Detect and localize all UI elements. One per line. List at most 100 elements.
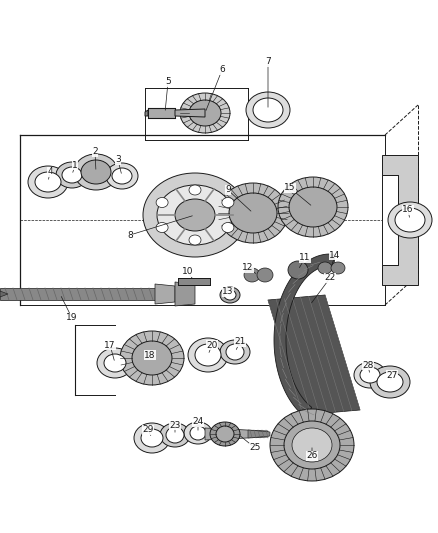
Polygon shape [382,155,418,285]
Ellipse shape [56,162,88,188]
Text: 28: 28 [362,360,374,369]
Ellipse shape [104,354,126,372]
Ellipse shape [222,222,234,232]
Ellipse shape [288,261,308,279]
Polygon shape [175,109,205,117]
Ellipse shape [388,202,432,238]
Ellipse shape [35,172,61,192]
Polygon shape [155,284,175,304]
Ellipse shape [184,422,212,444]
Polygon shape [178,278,210,285]
Text: 6: 6 [219,66,225,75]
Ellipse shape [160,423,190,447]
Text: 5: 5 [165,77,171,86]
Ellipse shape [156,198,168,207]
Ellipse shape [141,429,163,447]
Ellipse shape [244,268,260,282]
Polygon shape [205,428,268,440]
Ellipse shape [112,168,132,184]
Ellipse shape [216,426,234,442]
Text: 9: 9 [225,185,231,195]
Text: 10: 10 [182,268,194,277]
Ellipse shape [360,367,380,383]
Text: 18: 18 [144,351,156,359]
Ellipse shape [284,421,340,469]
Text: 24: 24 [192,417,204,426]
Ellipse shape [28,166,68,198]
Ellipse shape [331,262,345,274]
Ellipse shape [224,290,236,300]
Ellipse shape [81,160,111,184]
Ellipse shape [190,426,206,440]
Ellipse shape [166,427,184,443]
Polygon shape [268,295,360,415]
Polygon shape [175,282,195,306]
Ellipse shape [229,193,277,233]
Ellipse shape [246,92,290,128]
Text: 3: 3 [115,156,121,165]
Polygon shape [0,288,155,300]
Ellipse shape [189,185,201,195]
Ellipse shape [188,338,228,372]
Ellipse shape [218,183,288,243]
Ellipse shape [189,235,201,245]
Ellipse shape [318,262,332,274]
Ellipse shape [220,287,240,303]
Ellipse shape [377,372,403,392]
Text: 22: 22 [325,273,336,282]
Text: 15: 15 [284,183,296,192]
Ellipse shape [278,177,348,237]
Ellipse shape [370,366,410,398]
Ellipse shape [226,344,244,360]
Polygon shape [148,108,175,118]
Ellipse shape [354,362,386,388]
Text: 17: 17 [104,341,116,350]
Text: 29: 29 [142,425,154,434]
Text: 27: 27 [386,370,398,379]
Ellipse shape [132,341,172,375]
Polygon shape [274,254,335,418]
Text: 4: 4 [47,167,53,176]
Ellipse shape [157,185,233,245]
Ellipse shape [195,344,221,366]
Text: 16: 16 [402,206,414,214]
Text: 1: 1 [72,160,78,169]
Ellipse shape [97,348,133,378]
Ellipse shape [253,98,283,122]
Ellipse shape [143,173,247,257]
Ellipse shape [289,187,337,227]
Ellipse shape [292,428,332,462]
Polygon shape [145,110,148,116]
Text: 26: 26 [306,451,318,461]
Text: 21: 21 [234,337,246,346]
Text: 8: 8 [127,230,133,239]
Text: 20: 20 [206,341,218,350]
Polygon shape [248,430,270,438]
Ellipse shape [222,198,234,207]
Text: 11: 11 [299,254,311,262]
Ellipse shape [189,100,221,126]
Text: 7: 7 [265,58,271,67]
Ellipse shape [62,167,82,183]
Ellipse shape [134,423,170,453]
Ellipse shape [210,422,240,446]
Polygon shape [0,291,8,297]
Ellipse shape [395,208,425,232]
Ellipse shape [74,154,118,190]
Ellipse shape [106,163,138,189]
Text: 2: 2 [92,148,98,157]
Text: 13: 13 [222,287,234,296]
Text: 19: 19 [66,313,78,322]
Text: 25: 25 [249,443,261,453]
Ellipse shape [220,340,250,364]
Text: 23: 23 [170,421,181,430]
Ellipse shape [180,93,230,133]
Ellipse shape [257,268,273,282]
Text: 12: 12 [242,263,254,272]
Text: 14: 14 [329,251,341,260]
Ellipse shape [270,409,354,481]
Ellipse shape [156,222,168,232]
Polygon shape [382,175,398,265]
Ellipse shape [120,331,184,385]
Ellipse shape [175,199,215,231]
